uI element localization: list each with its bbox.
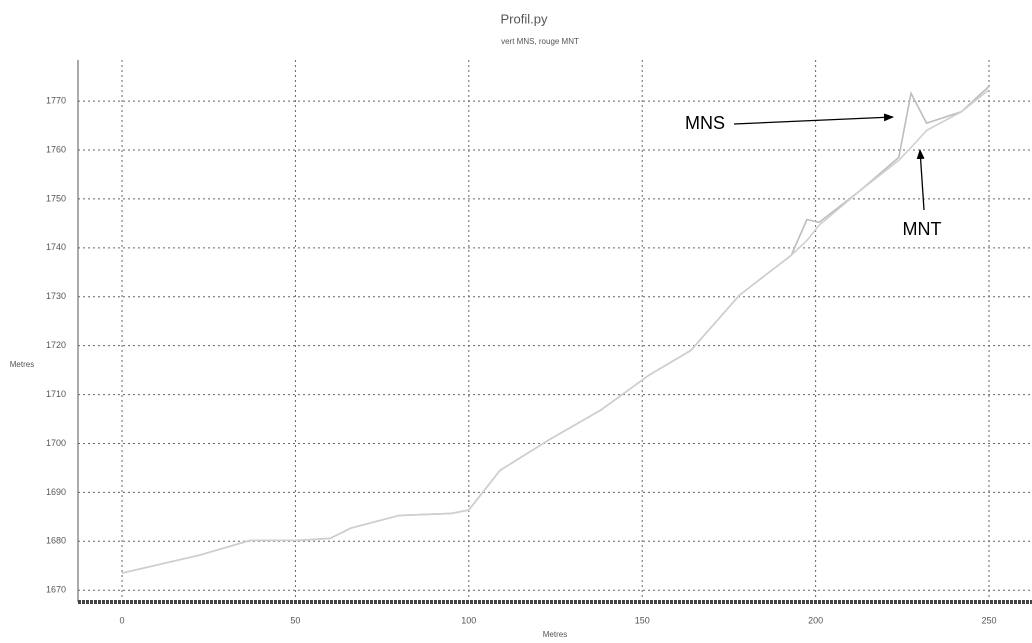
y-tick-label: 1760 — [46, 144, 66, 154]
y-tick-label: 1770 — [46, 95, 66, 105]
y-tick-label: 1730 — [46, 291, 66, 301]
y-tick-label: 1670 — [46, 585, 66, 595]
x-tick-label: 150 — [635, 615, 650, 625]
y-axis-label: Metres — [10, 360, 34, 369]
x-tick-label: 0 — [120, 615, 125, 625]
data-line — [121, 85, 990, 574]
data-line — [121, 89, 990, 574]
y-tick-label: 1700 — [46, 438, 66, 448]
y-tick-label: 1680 — [46, 536, 66, 546]
x-tick-label: 200 — [808, 615, 823, 625]
x-axis-label: Metres — [543, 630, 567, 639]
y-tick-label: 1750 — [46, 193, 66, 203]
y-tick-label: 1740 — [46, 242, 66, 252]
y-tick-label: 1690 — [46, 487, 66, 497]
plot-area: 1670 1680 1690 1700 1710 1720 1730 1740 1750 1760… — [46, 60, 1032, 625]
x-tick-label: 50 — [290, 615, 300, 625]
x-tick-label: 250 — [981, 615, 996, 625]
chart-subtitle: vert MNS, rouge MNT — [501, 37, 579, 46]
y-tick-label: 1720 — [46, 340, 66, 350]
x-tick-label: 100 — [461, 615, 476, 625]
y-tick-label: 1710 — [46, 389, 66, 399]
annotation-mnt: MNT — [903, 219, 942, 239]
chart-title: Profil.py — [501, 11, 548, 26]
annotation-arrow — [733, 113, 894, 125]
annotation-arrow — [916, 149, 925, 211]
annotation-mns: MNS — [685, 113, 725, 133]
